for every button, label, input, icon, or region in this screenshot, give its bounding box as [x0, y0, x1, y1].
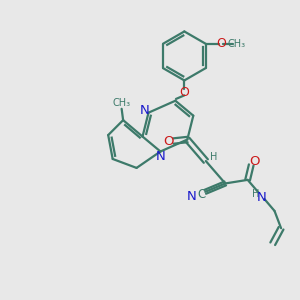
Text: O: O — [179, 86, 189, 100]
Text: H: H — [252, 189, 260, 199]
Text: CH₃: CH₃ — [112, 98, 131, 108]
Text: O: O — [216, 37, 226, 50]
Text: N: N — [156, 150, 165, 164]
Text: CH₃: CH₃ — [227, 39, 246, 49]
Text: C: C — [197, 188, 206, 201]
Text: H: H — [210, 152, 217, 163]
Text: O: O — [163, 134, 174, 148]
Text: N: N — [140, 104, 149, 117]
Text: N: N — [257, 191, 267, 204]
Text: N: N — [187, 190, 196, 203]
Text: O: O — [249, 155, 260, 168]
